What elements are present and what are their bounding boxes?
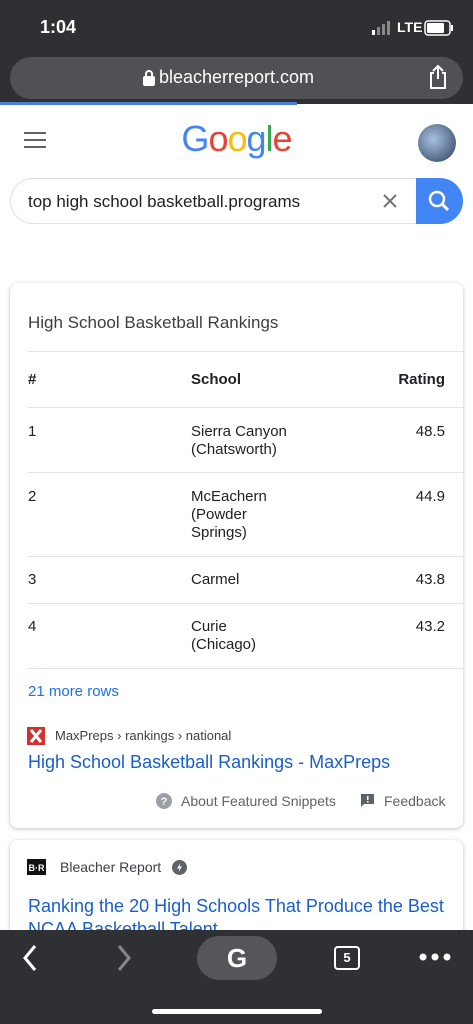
share-button[interactable] xyxy=(428,64,448,90)
search-button[interactable] xyxy=(416,178,463,224)
rank: 3 xyxy=(28,571,37,588)
google-button[interactable] xyxy=(197,936,277,980)
rating: 48.5 xyxy=(415,423,445,440)
rating: 43.8 xyxy=(415,571,445,588)
divider xyxy=(28,351,463,352)
school: McEachern (Powder Springs) xyxy=(191,488,267,541)
result-link[interactable]: High School Basketball Rankings - MaxPre… xyxy=(28,752,391,772)
breadcrumb: MaxPreps › rankings › national xyxy=(55,728,232,743)
help-icon: ? xyxy=(156,793,172,809)
lock-icon xyxy=(143,70,155,86)
about-snippets[interactable]: About Featured Snippets xyxy=(181,793,336,809)
rating: 44.9 xyxy=(415,488,445,505)
source-icon: B·R xyxy=(27,859,46,875)
google-button-label[interactable]: G xyxy=(226,943,248,973)
school: Carmel xyxy=(191,571,240,588)
result-source: Bleacher Report xyxy=(60,859,162,875)
back-button[interactable] xyxy=(20,944,40,972)
more-rows-link[interactable]: 21 more rows xyxy=(28,683,119,700)
school: Curie (Chicago) xyxy=(191,618,257,653)
svg-text:?: ? xyxy=(161,796,168,808)
home-indicator xyxy=(152,1009,322,1014)
google-logo: Google xyxy=(181,118,292,159)
clear-button[interactable] xyxy=(383,194,397,208)
search-icon xyxy=(428,190,450,212)
feedback-icon xyxy=(361,794,374,807)
school: Sierra Canyon (Chatsworth) xyxy=(191,423,287,458)
divider xyxy=(28,407,463,408)
svg-text:B·R: B·R xyxy=(29,863,45,873)
divider xyxy=(28,668,463,669)
network: LTE xyxy=(397,19,423,35)
featured-snippet xyxy=(10,283,463,828)
signal-icon xyxy=(372,21,390,35)
column-header: Rating xyxy=(398,371,445,388)
column-header: # xyxy=(28,371,37,388)
rank: 1 xyxy=(28,423,37,440)
progress-bar xyxy=(0,102,297,105)
menu-button[interactable] xyxy=(24,132,46,148)
divider xyxy=(28,556,463,557)
amp-icon xyxy=(172,860,187,875)
url[interactable]: bleacherreport.com xyxy=(158,67,315,87)
column-header: School xyxy=(191,371,242,388)
divider xyxy=(28,472,463,473)
clock: 1:04 xyxy=(40,17,77,37)
rank: 2 xyxy=(28,488,37,505)
search-query[interactable]: top high school basketball.programs xyxy=(28,192,301,211)
avatar[interactable] xyxy=(418,124,456,162)
feedback[interactable]: Feedback xyxy=(384,793,446,809)
rating: 43.2 xyxy=(415,618,445,635)
tabs-button[interactable]: 5 xyxy=(334,946,360,970)
rank: 4 xyxy=(28,618,37,635)
maxpreps-icon xyxy=(27,727,45,745)
divider xyxy=(28,603,463,604)
snippet-title: High School Basketball Rankings xyxy=(28,313,279,332)
forward-button[interactable] xyxy=(114,944,134,972)
battery-icon xyxy=(424,20,453,36)
more-button[interactable] xyxy=(419,952,451,962)
address-bar[interactable] xyxy=(10,57,463,99)
